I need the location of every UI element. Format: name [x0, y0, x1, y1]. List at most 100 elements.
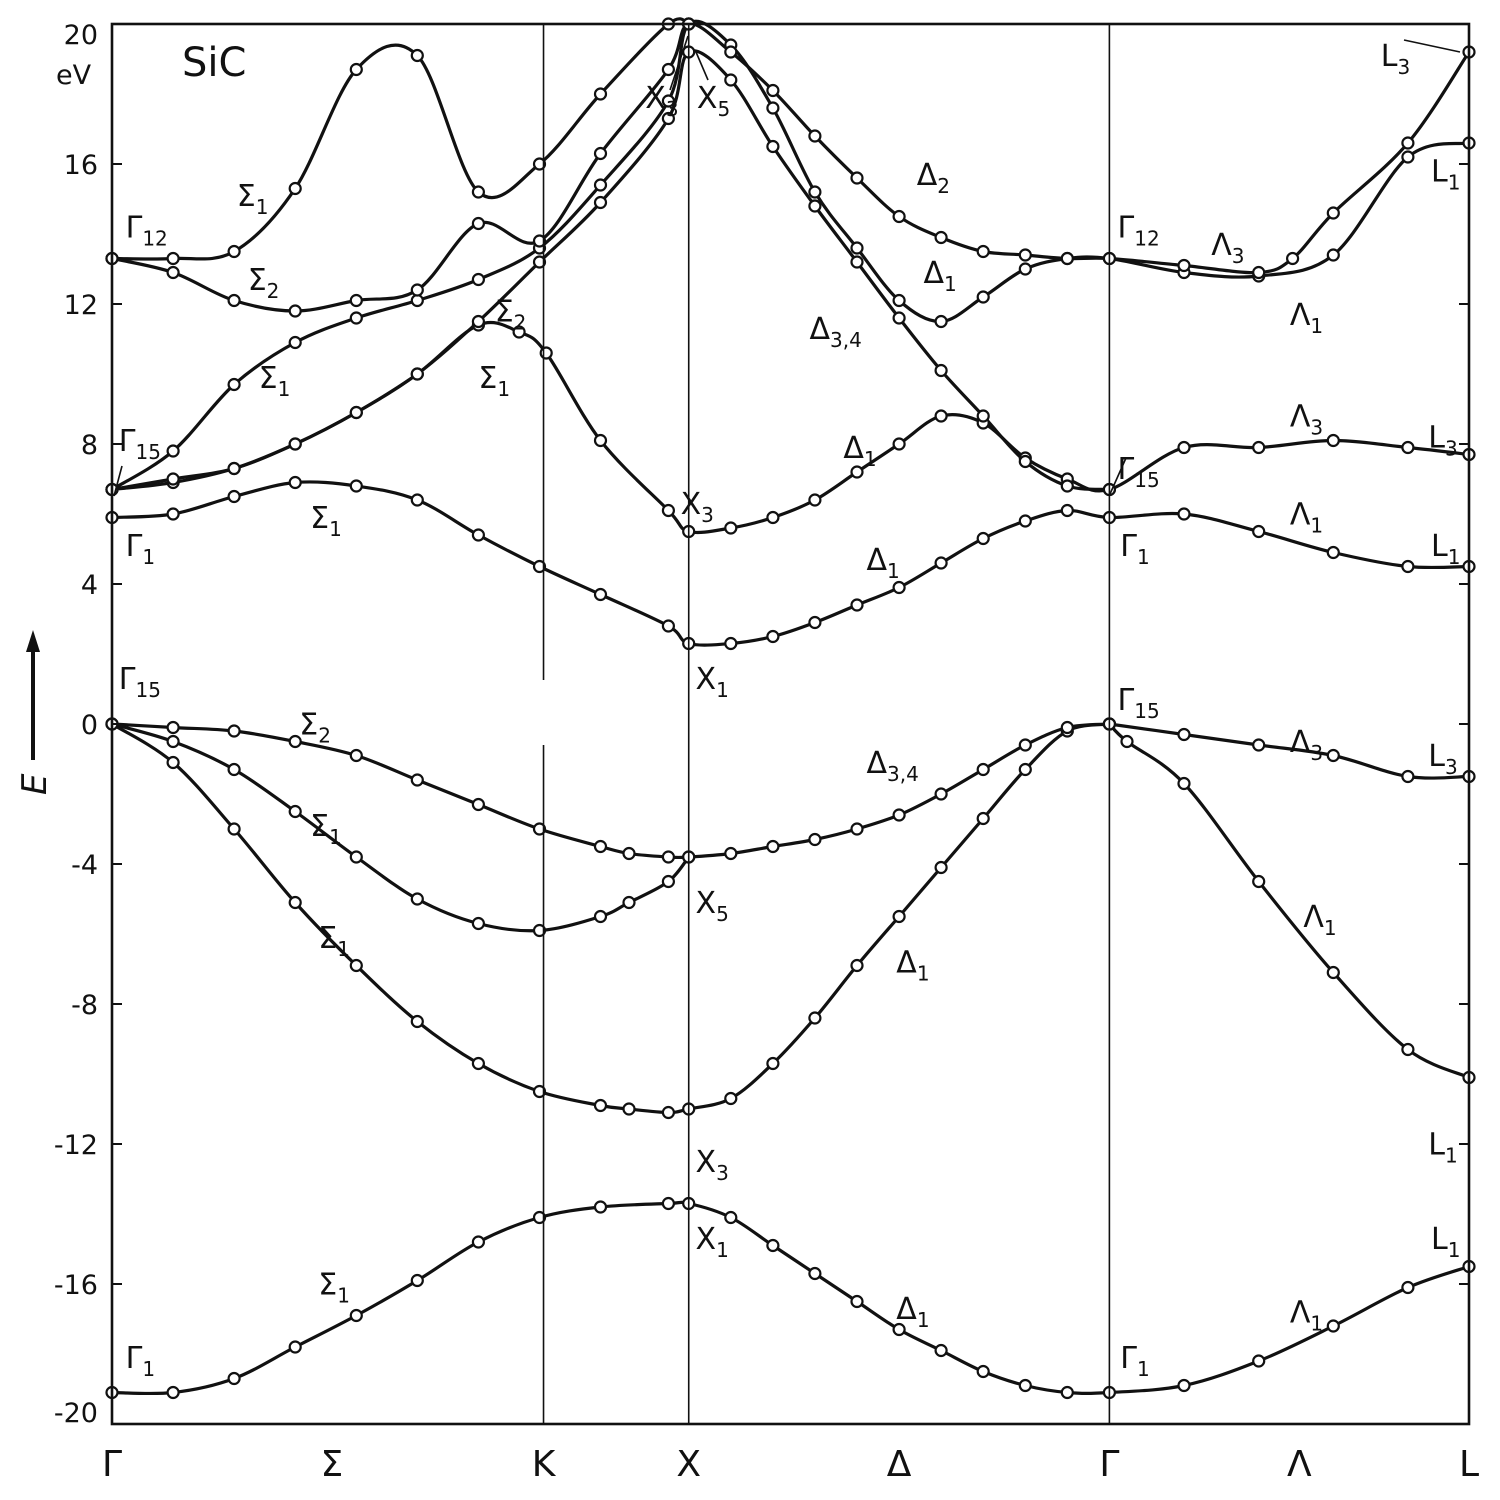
- band-point: [410, 1273, 424, 1288]
- band-label-x3_val: X3: [696, 1145, 729, 1185]
- band-label-sigma1_val_a: Σ1: [310, 809, 342, 849]
- band-label-gamma1_left_up: Γ1: [126, 529, 155, 569]
- band-point: [593, 146, 608, 161]
- x-tick-label: K: [532, 1444, 557, 1485]
- band-label-gamma1_left: Γ1: [126, 1341, 155, 1381]
- band-label-delta2: Δ2: [917, 158, 950, 198]
- band-point: [1177, 440, 1191, 455]
- band-point: [1060, 720, 1074, 735]
- band-point: [1177, 507, 1191, 521]
- band-point: [892, 909, 906, 924]
- band-point: [661, 850, 676, 864]
- band-point: [512, 325, 526, 339]
- band-point: [1401, 769, 1415, 784]
- band-point: [850, 822, 864, 836]
- band-point: [349, 311, 363, 325]
- band-point: [532, 923, 547, 938]
- band-point: [808, 493, 822, 507]
- y-tick-label: -12: [54, 1130, 98, 1161]
- band-label-gamma15_mid_up: Γ15: [1118, 452, 1160, 492]
- band-point: [808, 129, 822, 143]
- band-point: [227, 762, 241, 777]
- band-point: [976, 762, 990, 777]
- band-point: [410, 48, 424, 63]
- band-point: [934, 409, 948, 423]
- band-line-9: [110, 19, 1471, 492]
- band-point: [166, 251, 180, 266]
- band-label-sigma1_bottom: Σ1: [318, 1268, 350, 1308]
- band-point: [410, 283, 424, 297]
- band-label-l3_top: L3: [1381, 39, 1410, 79]
- band-point: [892, 209, 906, 224]
- band-label-gamma15_left_up: Γ15: [119, 424, 161, 464]
- band-point: [1018, 738, 1032, 752]
- band-point: [661, 62, 676, 77]
- band-point: [532, 157, 547, 171]
- band-point: [850, 255, 864, 269]
- y-tick-label: -8: [71, 990, 98, 1021]
- band-point: [166, 755, 180, 770]
- band-point: [1018, 248, 1032, 262]
- leader-lines: [113, 35, 1461, 497]
- band-point: [471, 1056, 485, 1071]
- band-point: [532, 1084, 547, 1099]
- band-point: [724, 73, 738, 87]
- band-point: [410, 293, 424, 308]
- band-point: [766, 83, 780, 98]
- band-point: [166, 265, 180, 280]
- band-point: [1252, 874, 1266, 889]
- band-point: [593, 195, 608, 210]
- band-point: [288, 181, 302, 196]
- band-point: [850, 171, 864, 185]
- band-point: [288, 1340, 302, 1354]
- band-point: [349, 479, 363, 493]
- band-point: [622, 1102, 636, 1116]
- band-point: [661, 1196, 676, 1211]
- band-point: [471, 185, 485, 199]
- band-label-delta1_cond: Δ1: [843, 431, 876, 471]
- band-point: [227, 461, 241, 476]
- band-point: [593, 433, 608, 448]
- band-point: [288, 734, 302, 749]
- band-point: [410, 892, 424, 906]
- y-tick-label: 8: [81, 430, 98, 461]
- band-label-l3_mid: L3: [1428, 421, 1457, 461]
- band-point: [1060, 1385, 1074, 1400]
- band-point: [622, 895, 636, 910]
- band-point: [1252, 265, 1266, 280]
- band-label-lambda1_low_cond: Λ1: [1290, 498, 1323, 538]
- band-point: [850, 241, 864, 255]
- band-label-sigma1_val_b: Σ1: [318, 921, 350, 961]
- band-point: [1401, 559, 1415, 574]
- band-point: [349, 958, 363, 973]
- band-point: [1060, 503, 1074, 518]
- band-point: [1326, 206, 1340, 220]
- band-point: [288, 437, 302, 451]
- band-point: [288, 335, 302, 350]
- band-point: [166, 507, 180, 521]
- band-point: [166, 444, 180, 458]
- band-label-l1_top: L1: [1431, 155, 1460, 195]
- y-axis-label: E: [15, 773, 55, 795]
- band-label-sigma1_lower_cond: Σ1: [310, 501, 342, 541]
- band-point: [934, 1343, 948, 1358]
- band-point: [808, 1011, 822, 1025]
- band-point: [892, 580, 906, 595]
- band-point: [934, 363, 948, 378]
- band-point: [850, 958, 864, 973]
- chart-title: SiC: [182, 40, 246, 86]
- x-tick-label: Γ: [1099, 1444, 1119, 1485]
- band-point: [532, 1210, 547, 1225]
- band-point: [593, 587, 608, 602]
- band-label-sigma1_mid: Σ1: [259, 361, 291, 401]
- band-label-l1_low_cond: L1: [1431, 529, 1460, 569]
- x-tick-label: L: [1459, 1444, 1479, 1485]
- band-point: [808, 832, 822, 847]
- band-point: [532, 234, 547, 248]
- band-point: [808, 615, 822, 630]
- y-tick-label: 20: [64, 20, 98, 51]
- band-point: [892, 808, 906, 822]
- band-point: [934, 556, 948, 570]
- band-label-x1_cond: X1: [696, 662, 729, 702]
- band-point: [349, 1308, 363, 1323]
